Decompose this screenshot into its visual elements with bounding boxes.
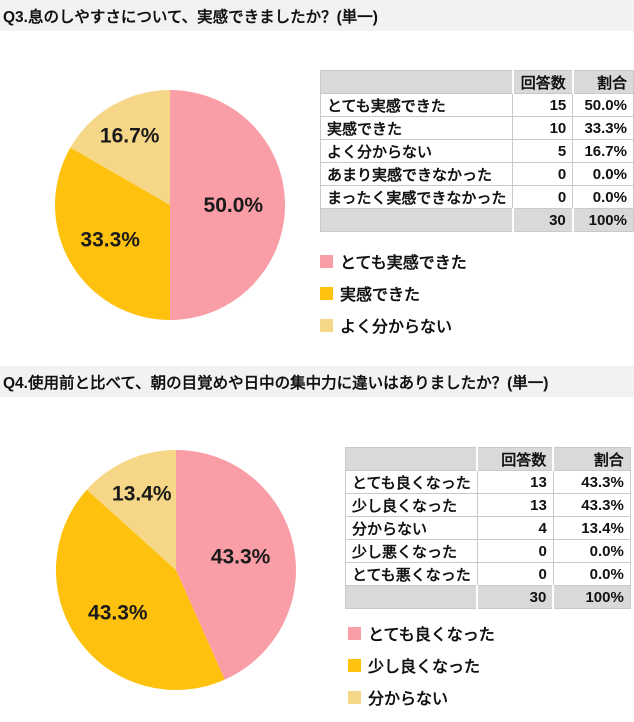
pie-percent-label: 16.7% <box>100 124 160 147</box>
legend-item: 実感できた <box>320 285 467 304</box>
answer-label-cell: とても実感できた <box>319 93 514 117</box>
q3-total-count-cell: 30 <box>511 208 574 232</box>
q3-pie-chart: 50.0% 33.3% 16.7% <box>55 90 285 320</box>
answer-pct-cell: 0.0% <box>552 562 631 586</box>
answer-pct-cell: 0.0% <box>552 539 631 563</box>
q4-total-count-cell: 30 <box>476 585 554 609</box>
q3-count-column-header: 回答数 <box>511 70 574 94</box>
answer-count-cell: 5 <box>512 139 574 163</box>
legend-label: 少し良くなった <box>368 659 481 676</box>
pie-percent-label: 43.3% <box>211 545 271 568</box>
q4-total-pct-cell: 100% <box>552 585 631 609</box>
answer-label-cell: とても良くなった <box>345 470 478 494</box>
pie-percent-label: 50.0% <box>204 194 264 217</box>
answer-label-cell: よく分からない <box>319 139 514 163</box>
q3-table-header-row: 回答数 割合 <box>319 70 634 94</box>
answer-pct-cell: 43.3% <box>552 470 631 494</box>
q3-table-row: よく分からない 5 16.7% <box>319 139 634 163</box>
legend-color-swatch-icon <box>348 690 361 704</box>
q4-count-column-header: 回答数 <box>476 447 554 471</box>
answer-count-cell: 13 <box>476 493 554 517</box>
legend-color-swatch-icon <box>320 318 333 332</box>
q3-table-row: とても実感できた 15 50.0% <box>319 93 634 117</box>
legend-item: 分からない <box>348 689 495 708</box>
legend-item: とても実感できた <box>320 253 467 272</box>
q4-table-row: 少し良くなった 13 43.3% <box>345 493 631 517</box>
pie-slice <box>86 450 176 570</box>
answer-pct-cell: 13.4% <box>552 516 631 540</box>
pie-slice <box>176 450 297 680</box>
legend-color-swatch-icon <box>348 658 361 672</box>
pie-slice <box>55 147 170 320</box>
q4-pct-column-header: 割合 <box>552 447 631 471</box>
pie-percent-label: 33.3% <box>80 229 140 252</box>
legend-color-swatch-icon <box>348 626 361 640</box>
pie-slice <box>55 489 225 691</box>
q4-pie-chart: 43.3% 43.3% 13.4% <box>55 450 297 691</box>
q4-table-row: とても悪くなった 0 0.0% <box>345 562 631 586</box>
q4-question-title: Q4.使用前と比べて、朝の目覚めや日中の集中力に違いはありましたか？(単一) <box>3 374 549 392</box>
answer-count-cell: 15 <box>512 93 574 117</box>
answer-count-cell: 4 <box>476 516 554 540</box>
answer-pct-cell: 43.3% <box>552 493 631 517</box>
q3-legend: とても実感できた 実感できた よく分からない <box>320 253 467 349</box>
answer-pct-cell: 33.3% <box>572 116 634 140</box>
answer-count-cell: 13 <box>476 470 554 494</box>
answer-label-cell: 実感できた <box>319 116 514 140</box>
legend-item: 少し良くなった <box>348 657 495 676</box>
answer-label-cell: 少し良くなった <box>345 493 478 517</box>
q3-answer-column-header <box>319 70 514 94</box>
pie-percent-label: 13.4% <box>112 482 172 505</box>
legend-label: とても実感できた <box>340 255 467 272</box>
q4-table-header-row: 回答数 割合 <box>345 447 631 471</box>
pie-slice <box>70 90 170 205</box>
legend-color-swatch-icon <box>320 254 333 268</box>
q4-answer-column-header <box>345 447 478 471</box>
q4-total-spacer-cell <box>345 585 478 609</box>
q4-table-row: とても良くなった 13 43.3% <box>345 470 631 494</box>
q3-total-spacer-cell <box>319 208 514 232</box>
answer-label-cell: まったく実感できなかった <box>319 185 514 209</box>
q4-legend: とても良くなった 少し良くなった 分からない <box>348 625 495 721</box>
q3-total-pct-cell: 100% <box>571 208 634 232</box>
q3-table-row: 実感できた 10 33.3% <box>319 116 634 140</box>
answer-label-cell: 分からない <box>345 516 478 540</box>
pie-slice <box>170 90 285 320</box>
answer-pct-cell: 50.0% <box>572 93 634 117</box>
q4-results-table: 回答数 割合 とても良くなった 13 43.3% 少し良くなった 13 43.3… <box>345 447 631 609</box>
answer-label-cell: とても悪くなった <box>345 562 478 586</box>
q3-table-row: まったく実感できなかった 0 0.0% <box>319 185 634 209</box>
answer-label-cell: あまり実感できなかった <box>319 162 514 186</box>
legend-item: よく分からない <box>320 317 467 336</box>
legend-item: とても良くなった <box>348 625 495 644</box>
legend-label: よく分からない <box>340 319 453 336</box>
legend-label: 分からない <box>368 691 449 708</box>
q3-total-row: 30 100% <box>319 208 634 232</box>
legend-label: 実感できた <box>340 287 421 304</box>
answer-pct-cell: 0.0% <box>572 162 634 186</box>
legend-label: とても良くなった <box>368 627 495 644</box>
q4-title-bar: Q4.使用前と比べて、朝の目覚めや日中の集中力に違いはありましたか？(単一) <box>0 366 634 397</box>
answer-count-cell: 10 <box>512 116 574 140</box>
q4-table-row: 分からない 4 13.4% <box>345 516 631 540</box>
answer-count-cell: 0 <box>512 162 574 186</box>
answer-count-cell: 0 <box>476 562 554 586</box>
q3-table-row: あまり実感できなかった 0 0.0% <box>319 162 634 186</box>
pie-percent-label: 43.3% <box>88 601 148 624</box>
q4-total-row: 30 100% <box>345 585 631 609</box>
answer-pct-cell: 0.0% <box>572 185 634 209</box>
answer-count-cell: 0 <box>476 539 554 563</box>
q3-pct-column-header: 割合 <box>571 70 634 94</box>
answer-count-cell: 0 <box>512 185 574 209</box>
q3-question-title: Q3.息のしやすさについて、実感できましたか？(単一) <box>3 8 378 26</box>
legend-color-swatch-icon <box>320 286 333 300</box>
q3-title-bar: Q3.息のしやすさについて、実感できましたか？(単一) <box>0 0 634 31</box>
answer-pct-cell: 16.7% <box>572 139 634 163</box>
q4-table-row: 少し悪くなった 0 0.0% <box>345 539 631 563</box>
q3-results-table: 回答数 割合 とても実感できた 15 50.0% 実感できた 10 33.3% <box>319 70 634 232</box>
answer-label-cell: 少し悪くなった <box>345 539 478 563</box>
